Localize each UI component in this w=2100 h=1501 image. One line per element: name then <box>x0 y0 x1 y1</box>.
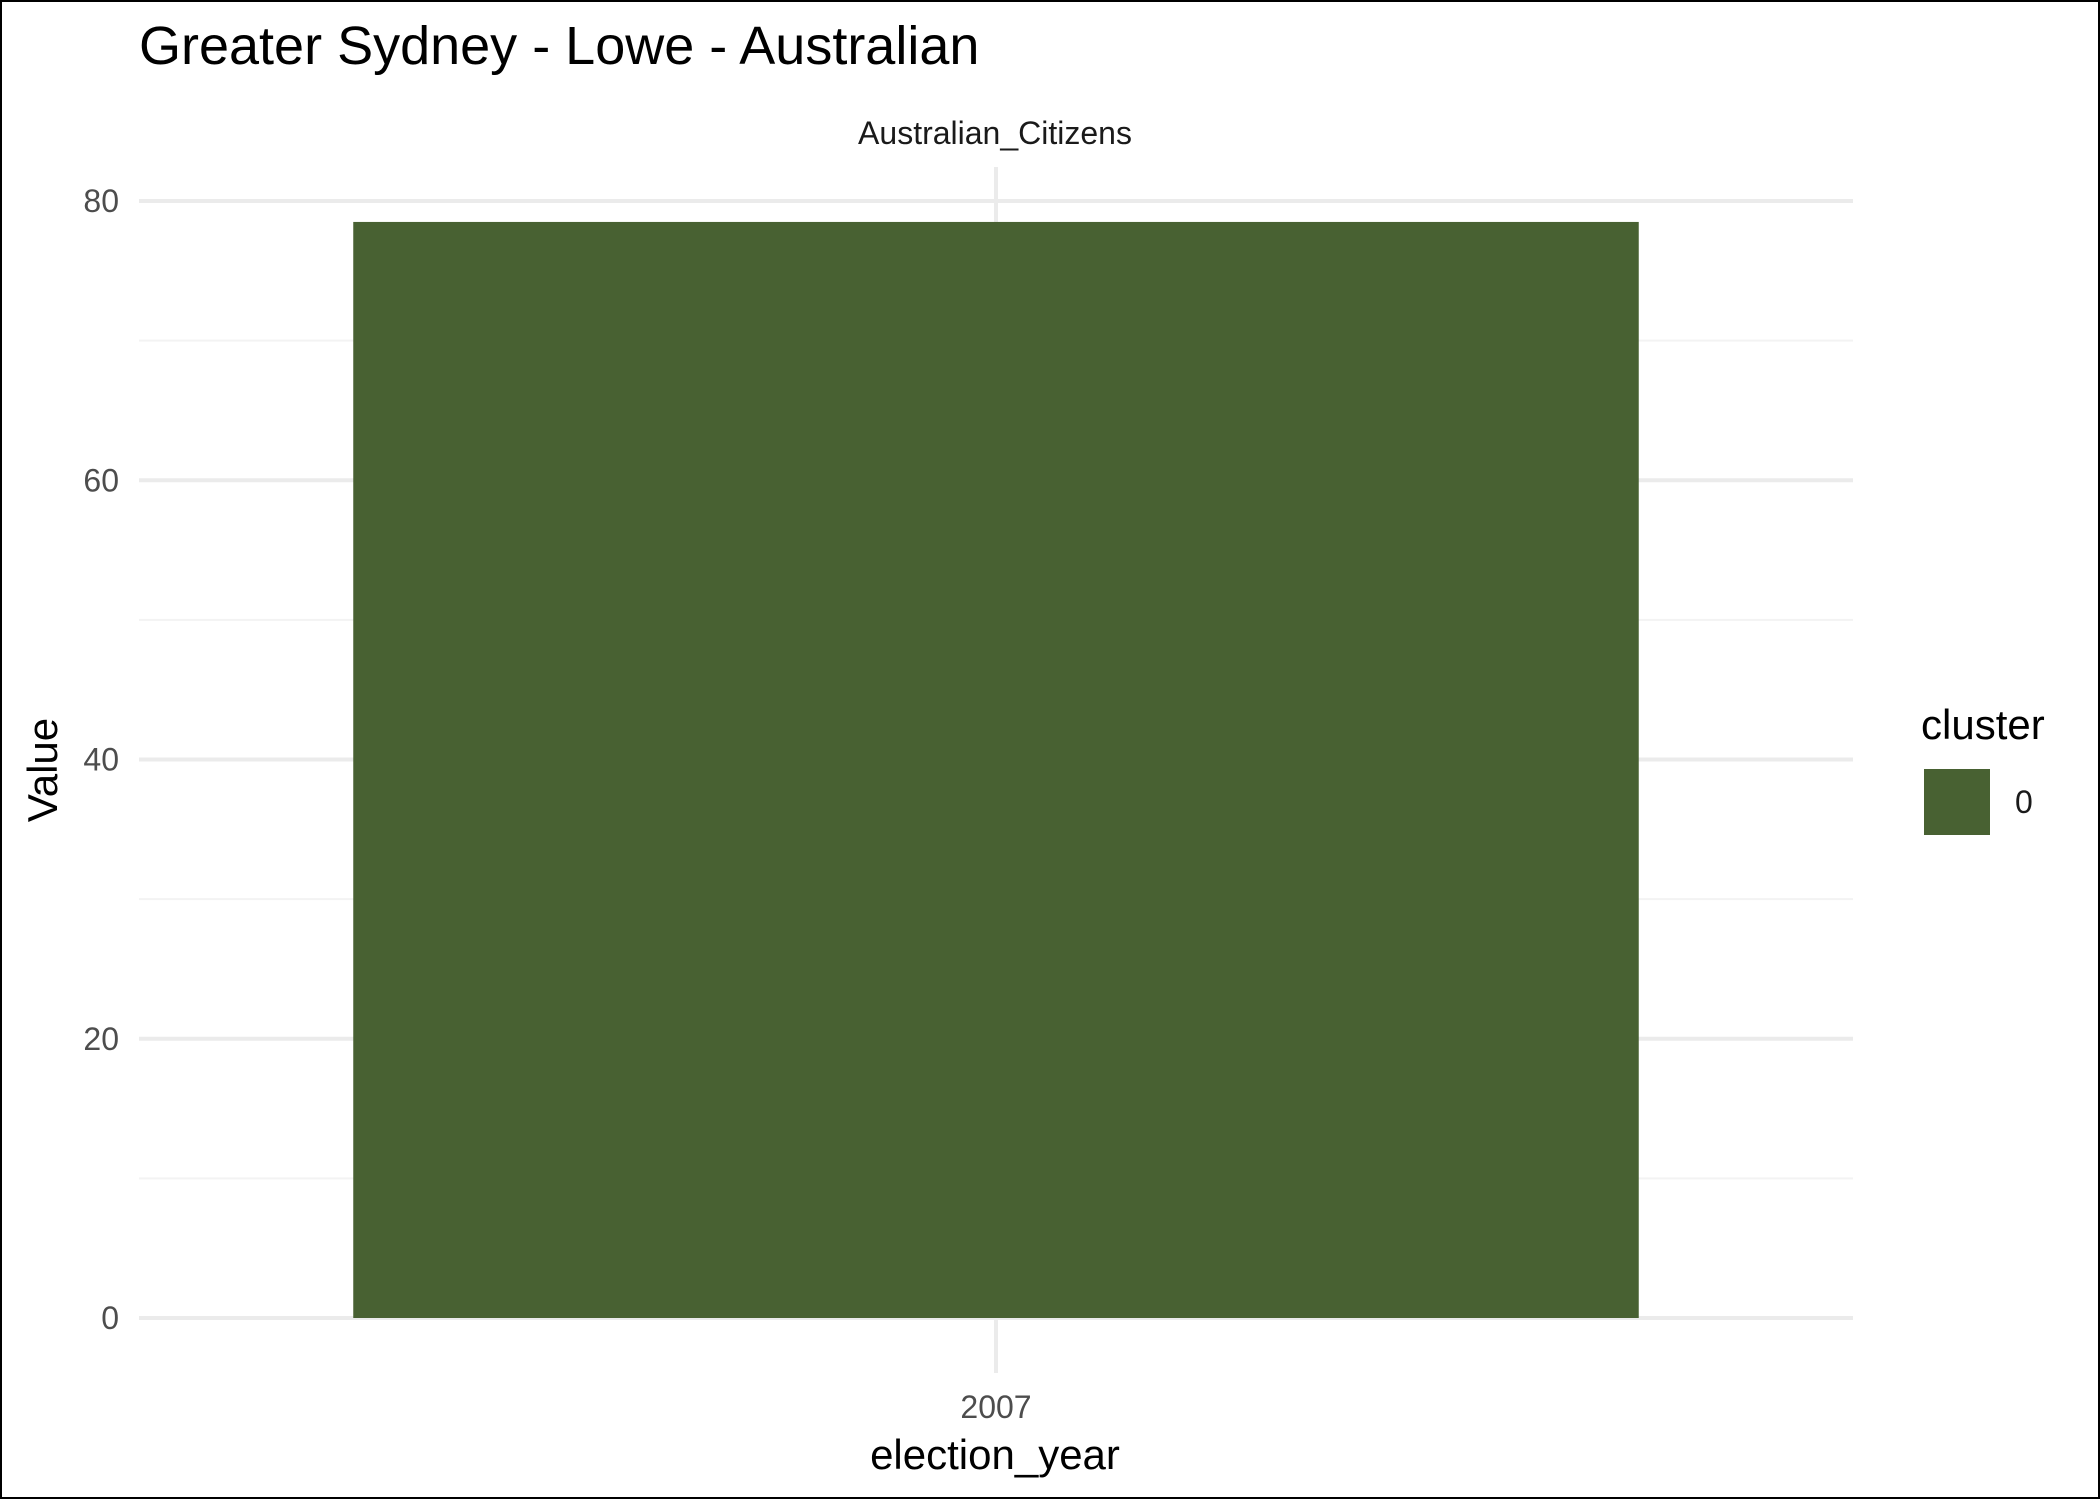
chart-title: Greater Sydney - Lowe - Australian <box>139 16 979 76</box>
x-axis-title: election_year <box>870 1431 1120 1478</box>
bars <box>353 221 1639 1319</box>
y-tick-label: 0 <box>101 1300 119 1336</box>
y-tick-label: 20 <box>83 1021 119 1057</box>
legend: cluster 0 <box>1921 701 2045 835</box>
y-tick-label: 80 <box>83 183 119 219</box>
y-axis-title: Value <box>19 718 66 822</box>
y-tick-label: 40 <box>83 742 119 778</box>
x-tick-label: 2007 <box>960 1389 1031 1425</box>
x-axis-ticks: 2007 <box>960 1389 1031 1425</box>
facet-label: Australian_Citizens <box>858 115 1132 151</box>
legend-key-0 <box>1924 769 1990 835</box>
bar-2007 <box>353 221 1639 1319</box>
legend-title: cluster <box>1921 701 2045 748</box>
y-tick-label: 60 <box>83 462 119 498</box>
y-axis-ticks: 0 20 40 60 80 <box>83 183 119 1336</box>
legend-label-0: 0 <box>2015 784 2033 820</box>
